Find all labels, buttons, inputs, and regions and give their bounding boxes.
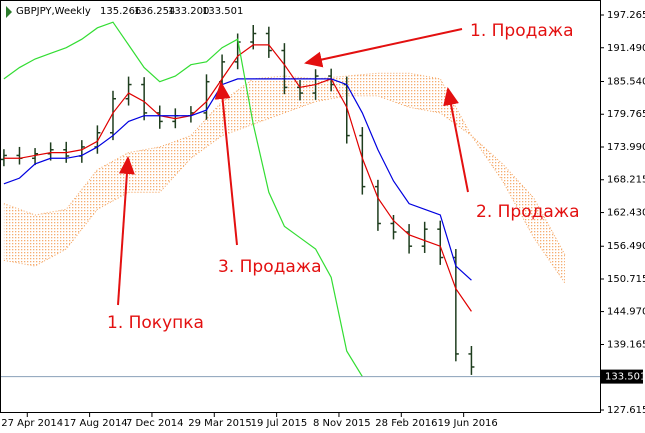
y-tick-label: 144.970: [607, 307, 645, 318]
y-tick-label: 150.715: [607, 274, 645, 285]
y-tick-label: 139.165: [607, 339, 645, 350]
annotations: 1. Продажа 2. Продажа 3. Продажа 1. Поку…: [107, 21, 580, 333]
arrow: [304, 28, 463, 68]
price-bar: [406, 224, 413, 254]
quote-value: 135.266: [100, 6, 141, 17]
quote-value: 133.501: [202, 6, 243, 17]
price-bar: [156, 105, 163, 129]
y-tick-label: 179.765: [607, 109, 645, 120]
price-bar: [359, 127, 366, 195]
price-bar: [468, 345, 475, 375]
annotation: 1. Продажа: [470, 21, 574, 41]
arrow: [214, 81, 238, 246]
annotation: 3. Продажа: [218, 257, 322, 277]
price-bar: [125, 76, 132, 106]
indicator-line: [3, 21, 363, 377]
price-bar: [16, 146, 23, 165]
price-bar: [78, 140, 85, 163]
annotation: 1. Покупка: [107, 313, 204, 333]
y-tick-label: 197.265: [607, 10, 645, 21]
price-bar: [390, 214, 397, 240]
price-bar: [374, 179, 381, 231]
last-price-box: [601, 369, 643, 384]
symbol-icon: [6, 6, 12, 18]
arrow: [443, 87, 469, 193]
x-tick-label: 28 Feb 2016: [375, 418, 437, 429]
last-price-label: 133.501: [605, 372, 645, 383]
x-tick-label: 27 Apr 2014: [1, 418, 63, 429]
price-bar: [141, 77, 148, 121]
y-tick-label: 168.215: [607, 175, 645, 186]
price-bar: [265, 26, 272, 58]
x-tick-label: 17 Aug 2014: [64, 418, 128, 429]
cloud: [3, 73, 565, 284]
chart-title: GBPJPY,Weekly: [16, 6, 91, 17]
arrow: [117, 156, 135, 306]
y-tick-label: 173.990: [607, 142, 645, 153]
price-bar: [281, 43, 288, 95]
y-tick-label: 185.540: [607, 76, 645, 87]
price-bar: [94, 125, 101, 154]
cloud-edge: [3, 95, 566, 284]
indicator-line: [3, 78, 472, 281]
price-bar: [109, 90, 116, 141]
quote-value: 133.200: [168, 6, 209, 17]
x-tick-label: 19 Jun 2016: [438, 418, 498, 429]
y-tick-label: 191.490: [607, 43, 645, 54]
annotation: 2. Продажа: [476, 202, 580, 222]
price-bar: [437, 220, 444, 265]
x-tick-label: 7 Dec 2014: [126, 418, 184, 429]
plot-frame: [0, 0, 601, 413]
price-bar: [203, 74, 210, 120]
y-tick-label: 162.430: [607, 208, 645, 219]
price-bar: [421, 221, 428, 253]
y-tick-label: 127.615: [607, 405, 645, 416]
price-bar: [47, 142, 54, 161]
x-tick-label: 8 Nov 2015: [313, 418, 371, 429]
x-tick-label: 19 Jul 2015: [251, 418, 308, 429]
indicator-line: [3, 44, 472, 312]
price-bar: [32, 148, 39, 166]
x-tick-label: 29 Mar 2015: [188, 418, 251, 429]
y-tick-label: 156.490: [607, 241, 645, 252]
quote-value: 136.254: [134, 6, 175, 17]
